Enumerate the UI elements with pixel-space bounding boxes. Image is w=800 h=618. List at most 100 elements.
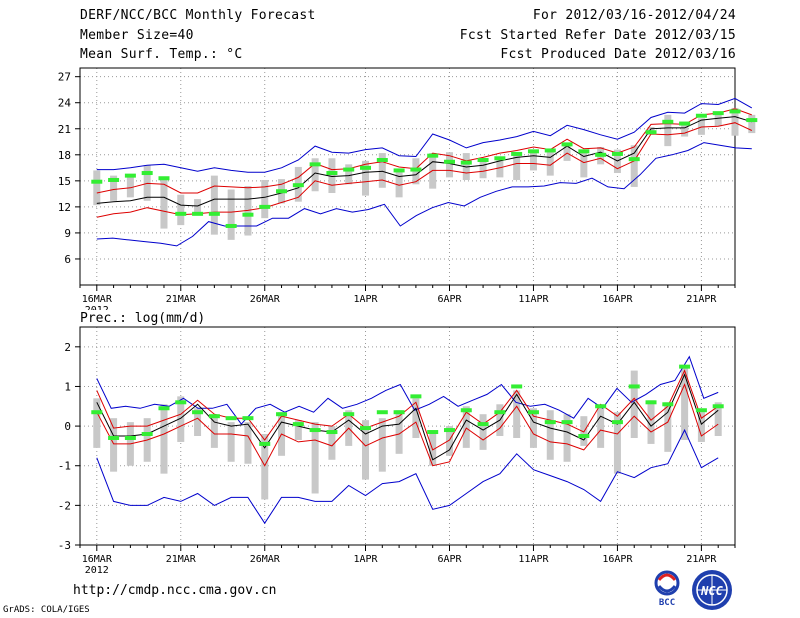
started-date: Fcst Started Refer Date 2012/03/15 bbox=[459, 28, 736, 43]
bcc-logo: BCC bbox=[654, 570, 680, 608]
prec-box-36 bbox=[697, 412, 705, 442]
temp-observed-11 bbox=[276, 189, 288, 194]
prec-xtick-label-0: 16MAR bbox=[82, 554, 113, 565]
temp-box-34 bbox=[664, 114, 672, 147]
temp-observed-29 bbox=[578, 149, 590, 154]
prec-box-12 bbox=[294, 420, 302, 440]
prec-xtick-label-6: 16APR bbox=[602, 554, 633, 565]
bcc-logo-text: BCC bbox=[659, 598, 675, 608]
temp-observed-1 bbox=[108, 177, 120, 182]
temp-box-24 bbox=[496, 156, 504, 178]
prec-year-label: 2012 bbox=[85, 565, 109, 576]
prec-box-23 bbox=[479, 414, 487, 450]
prec-ytick-label-1: -2 bbox=[58, 499, 71, 512]
temp-ytick-label-4: 18 bbox=[58, 149, 71, 162]
prec-xtick-label-3: 1APR bbox=[353, 554, 378, 565]
prec-observed-4 bbox=[158, 406, 170, 411]
temp-observed-19 bbox=[410, 167, 422, 172]
temp-xtick-label-3: 1APR bbox=[353, 294, 378, 305]
temp-observed-26 bbox=[527, 149, 539, 154]
prec-observed-20 bbox=[427, 430, 439, 435]
prec-box-19 bbox=[412, 398, 420, 438]
variable-label: Mean Surf. Temp.: °C bbox=[80, 47, 243, 62]
temp-box-1 bbox=[110, 175, 118, 201]
temp-box-21 bbox=[445, 152, 453, 178]
prec-observed-37 bbox=[712, 404, 724, 409]
temp-box-2 bbox=[126, 174, 134, 198]
temp-observed-38 bbox=[729, 109, 741, 114]
source-url[interactable]: http://cmdp.ncc.cma.gov.cn bbox=[73, 583, 277, 598]
temp-observed-8 bbox=[225, 223, 237, 228]
prec-min-line bbox=[96, 428, 719, 525]
temp-observed-2 bbox=[124, 173, 136, 178]
temp-observed-13 bbox=[309, 162, 321, 167]
prec-observed-21 bbox=[443, 428, 455, 433]
temp-observed-22 bbox=[460, 160, 472, 165]
prec-observed-35 bbox=[679, 364, 691, 369]
ncc-logo-text: NCC bbox=[700, 584, 723, 598]
temp-box-25 bbox=[513, 153, 521, 180]
prec-xtick-label-1: 21MAR bbox=[166, 554, 197, 565]
prec-box-37 bbox=[714, 402, 722, 436]
temp-ytick-label-5: 21 bbox=[58, 123, 71, 136]
prec-observed-32 bbox=[628, 384, 640, 389]
temp-box-13 bbox=[311, 158, 319, 192]
temp-xtick-label-6: 16APR bbox=[602, 294, 633, 305]
forecast-period: For 2012/03/16-2012/04/24 bbox=[532, 8, 736, 23]
prec-observed-34 bbox=[662, 402, 674, 407]
prec-box-18 bbox=[395, 410, 403, 454]
temp-upper-line bbox=[96, 108, 752, 194]
prec-box-22 bbox=[462, 406, 470, 448]
prec-box-27 bbox=[546, 410, 554, 460]
prec-observed-7 bbox=[208, 414, 220, 419]
prec-box-10 bbox=[261, 434, 269, 500]
prec-frame bbox=[79, 326, 736, 546]
temp-year-label: 2012 bbox=[85, 305, 109, 310]
temp-observed-20 bbox=[427, 153, 439, 158]
temp-observed-39 bbox=[746, 118, 758, 123]
ncc-logo: NCC bbox=[692, 570, 732, 610]
prec-observed-25 bbox=[511, 384, 523, 389]
prec-observed-22 bbox=[460, 408, 472, 413]
prec-observed-27 bbox=[544, 420, 556, 425]
prec-observed-15 bbox=[343, 412, 355, 417]
produced-date: Fcst Produced Date 2012/03/16 bbox=[500, 47, 736, 62]
prec-observed-8 bbox=[225, 416, 237, 421]
temp-observed-36 bbox=[695, 113, 707, 118]
temp-xtick-label-7: 21APR bbox=[686, 294, 717, 305]
temp-box-37 bbox=[714, 114, 722, 127]
temp-observed-37 bbox=[712, 111, 724, 116]
prec-box-30 bbox=[597, 404, 605, 448]
prec-box-4 bbox=[160, 404, 168, 474]
prec-ytick-label-5: 2 bbox=[64, 341, 71, 354]
prec-xtick-label-7: 21APR bbox=[686, 554, 717, 565]
prec-observed-6 bbox=[192, 410, 204, 415]
prec-observed-11 bbox=[276, 412, 288, 417]
member-size-label: Member Size=40 bbox=[80, 28, 194, 43]
prec-observed-13 bbox=[309, 428, 321, 433]
temp-ytick-label-1: 9 bbox=[64, 227, 71, 240]
temp-max-line bbox=[96, 97, 753, 173]
temp-ytick-label-0: 6 bbox=[64, 253, 71, 266]
temp-box-38 bbox=[731, 107, 739, 136]
temp-observed-24 bbox=[494, 156, 506, 161]
temp-box-15 bbox=[345, 164, 353, 185]
prec-box-6 bbox=[194, 408, 202, 436]
precipitation-chart: -3 -2 -1 0 1 2 16MAR 21MAR 26MAR 1APR 6APR 11APR 16A… bbox=[58, 326, 736, 576]
prec-box-0 bbox=[93, 398, 101, 448]
prec-box-32 bbox=[630, 370, 638, 438]
temp-observed-7 bbox=[208, 211, 220, 216]
temp-box-4 bbox=[160, 176, 168, 229]
prec-box-25 bbox=[513, 390, 521, 438]
prec-observed-1 bbox=[108, 435, 120, 440]
temp-frame bbox=[79, 67, 736, 286]
prec-box-7 bbox=[210, 416, 218, 448]
temp-observed-17 bbox=[376, 158, 388, 163]
temp-ytick-label-3: 15 bbox=[58, 175, 71, 188]
prec-observed-33 bbox=[645, 400, 657, 405]
temp-observed-27 bbox=[544, 148, 556, 153]
temp-xtick-label-5: 11APR bbox=[518, 294, 549, 305]
temp-observed-4 bbox=[158, 176, 170, 181]
chart-title: DERF/NCC/BCC Monthly Forecast bbox=[80, 8, 316, 23]
prec-mean-line bbox=[96, 373, 719, 461]
